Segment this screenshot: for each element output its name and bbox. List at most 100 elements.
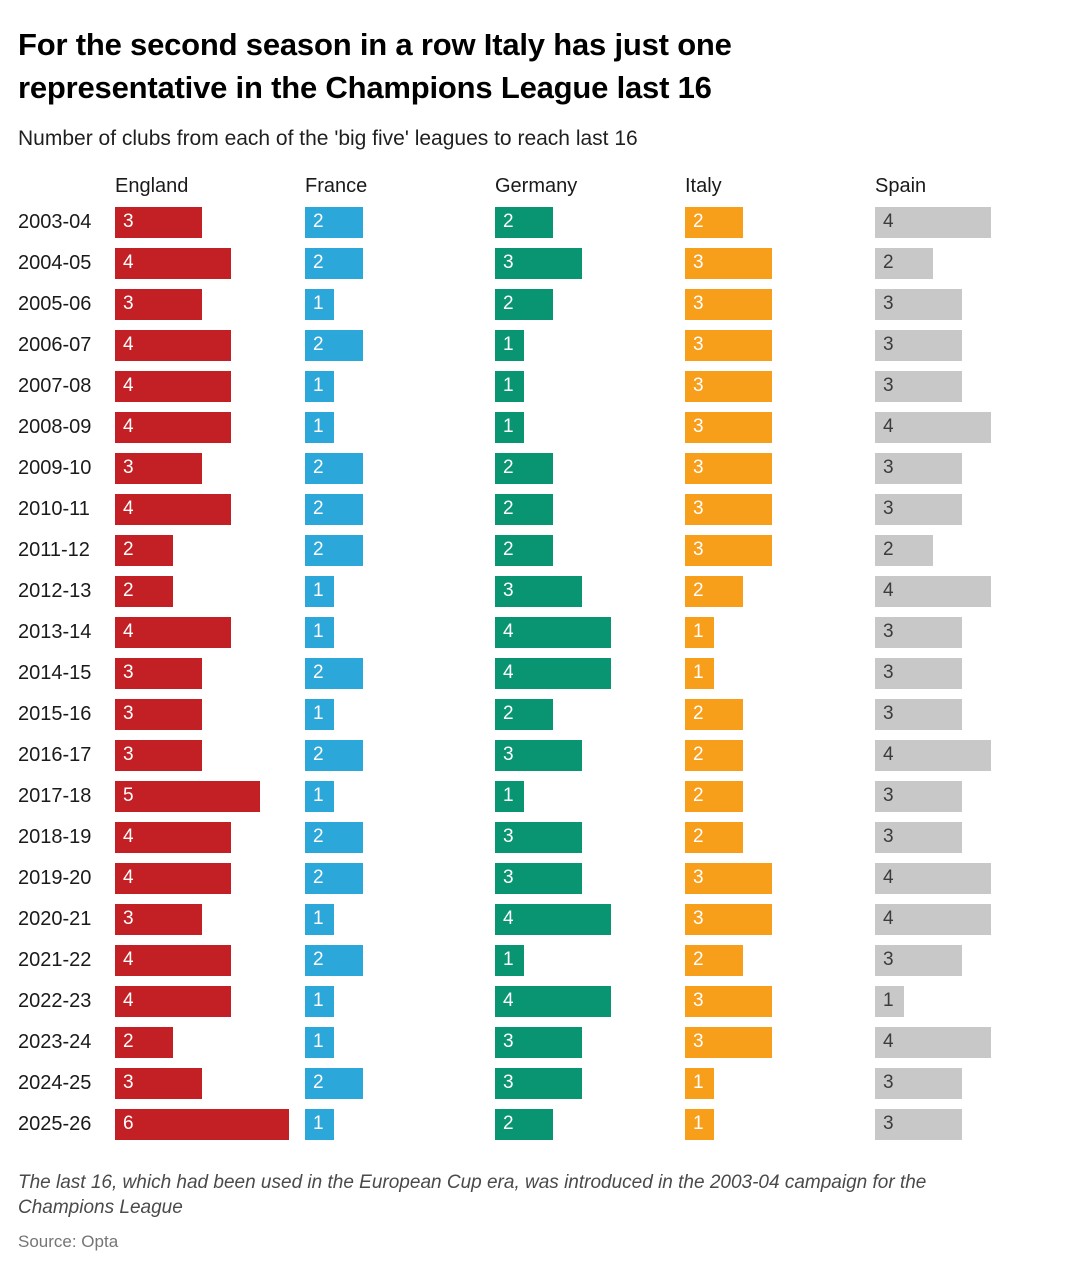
bar-value: 1 — [693, 621, 704, 643]
france-bar: 2 — [305, 821, 363, 853]
page-title: For the second season in a row Italy has… — [18, 27, 732, 105]
column-england: 3 — [115, 903, 305, 935]
column-spain: 3 — [875, 944, 1065, 976]
column-italy: 3 — [685, 862, 875, 894]
season-label: 2016-17 — [18, 743, 92, 766]
france-bar: 2 — [305, 452, 363, 484]
column-england: 3 — [115, 698, 305, 730]
column-england: 6 — [115, 1108, 305, 1140]
bar-value: 2 — [313, 498, 324, 520]
france-bar: 2 — [305, 493, 363, 525]
spain-bar: 3 — [875, 329, 962, 361]
bar-value: 2 — [123, 539, 134, 561]
season-row: 2010-11 4 2 2 3 3 — [18, 493, 1054, 525]
spain-bar: 3 — [875, 452, 962, 484]
bar-value: 3 — [693, 539, 704, 561]
england-bar: 3 — [115, 903, 202, 935]
column-germany: 1 — [495, 944, 685, 976]
bar-value: 4 — [883, 744, 894, 766]
england-bar: 3 — [115, 288, 202, 320]
season-label: 2013-14 — [18, 620, 92, 643]
season-row: 2008-09 4 1 1 3 4 — [18, 411, 1054, 443]
france-bar: 2 — [305, 944, 363, 976]
spain-bar: 4 — [875, 1026, 991, 1058]
season-label: 2011-12 — [18, 538, 90, 561]
season-label: 2012-13 — [18, 579, 92, 602]
season-label: 2021-22 — [18, 948, 92, 971]
column-england: 4 — [115, 370, 305, 402]
bar-value: 1 — [313, 908, 324, 930]
bar-value: 2 — [313, 457, 324, 479]
column-spain: 3 — [875, 1067, 1065, 1099]
france-bar: 1 — [305, 575, 334, 607]
france-bar: 2 — [305, 739, 363, 771]
bar-value: 2 — [693, 949, 704, 971]
column-italy: 1 — [685, 616, 875, 648]
column-italy: 2 — [685, 698, 875, 730]
england-bar: 2 — [115, 1026, 173, 1058]
column-germany: 3 — [495, 1026, 685, 1058]
season-row: 2025-26 6 1 2 1 3 — [18, 1108, 1054, 1140]
season-row: 2024-25 3 2 3 1 3 — [18, 1067, 1054, 1099]
germany-bar: 2 — [495, 698, 553, 730]
bar-value: 2 — [313, 539, 324, 561]
column-england: 5 — [115, 780, 305, 812]
column-spain: 3 — [875, 452, 1065, 484]
bar-value: 3 — [503, 744, 514, 766]
column-england: 3 — [115, 452, 305, 484]
column-spain: 4 — [875, 1026, 1065, 1058]
france-bar: 1 — [305, 1108, 334, 1140]
column-italy: 2 — [685, 944, 875, 976]
italy-bar: 3 — [685, 329, 772, 361]
bar-value: 2 — [313, 744, 324, 766]
spain-bar: 4 — [875, 206, 991, 238]
column-italy: 1 — [685, 657, 875, 689]
germany-bar: 3 — [495, 821, 582, 853]
bar-value: 3 — [693, 457, 704, 479]
column-germany: 2 — [495, 452, 685, 484]
column-england: 3 — [115, 739, 305, 771]
italy-bar: 2 — [685, 944, 743, 976]
germany-bar: 4 — [495, 616, 611, 648]
season-row: 2015-16 3 1 2 2 3 — [18, 698, 1054, 730]
bar-value: 1 — [313, 1031, 324, 1053]
season-row: 2019-20 4 2 3 3 4 — [18, 862, 1054, 894]
bar-value: 1 — [313, 375, 324, 397]
bar-value: 3 — [883, 498, 894, 520]
season-label: 2015-16 — [18, 702, 92, 725]
bar-value: 4 — [883, 1031, 894, 1053]
spain-bar: 3 — [875, 616, 962, 648]
column-italy: 3 — [685, 1026, 875, 1058]
bar-value: 3 — [883, 621, 894, 643]
column-germany: 1 — [495, 329, 685, 361]
bar-value: 3 — [883, 1113, 894, 1135]
italy-bar: 2 — [685, 739, 743, 771]
italy-bar: 2 — [685, 575, 743, 607]
france-bar: 2 — [305, 247, 363, 279]
italy-bar: 3 — [685, 288, 772, 320]
bar-value: 4 — [123, 334, 134, 356]
season-label: 2020-21 — [18, 907, 92, 930]
bar-value: 1 — [503, 334, 514, 356]
bar-value: 2 — [693, 744, 704, 766]
england-bar: 4 — [115, 821, 231, 853]
france-bar: 1 — [305, 616, 334, 648]
bar-value: 3 — [123, 1072, 134, 1094]
germany-bar: 3 — [495, 862, 582, 894]
france-bar: 2 — [305, 206, 363, 238]
season-label: 2019-20 — [18, 866, 92, 889]
column-italy: 3 — [685, 903, 875, 935]
bar-value: 2 — [503, 457, 514, 479]
column-france: 2 — [305, 329, 495, 361]
bar-chart: England France Germany Italy Spain 2003-04 3 2… — [18, 175, 1054, 1140]
france-bar: 2 — [305, 657, 363, 689]
season-row: 2023-24 2 1 3 3 4 — [18, 1026, 1054, 1058]
bar-value: 2 — [313, 334, 324, 356]
bar-value: 2 — [123, 580, 134, 602]
spain-bar: 1 — [875, 985, 904, 1017]
column-england: 4 — [115, 616, 305, 648]
season-row: 2007-08 4 1 1 3 3 — [18, 370, 1054, 402]
italy-bar: 1 — [685, 1067, 714, 1099]
season-row: 2013-14 4 1 4 1 3 — [18, 616, 1054, 648]
column-france: 1 — [305, 411, 495, 443]
